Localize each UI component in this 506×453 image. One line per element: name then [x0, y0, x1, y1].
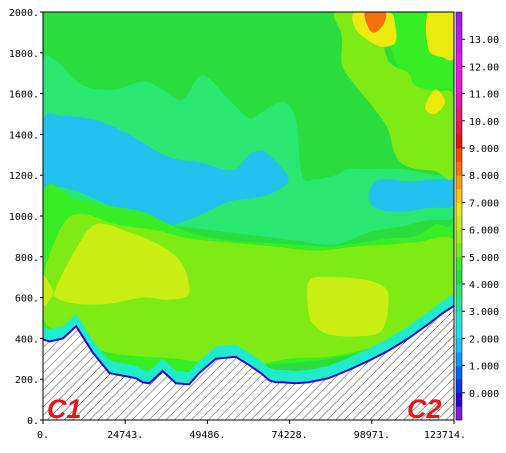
colorbar-label: 4.000 [469, 280, 499, 291]
colorbar-label: 13.00 [469, 35, 499, 46]
contour-region-13 [364, 12, 387, 33]
x-tick-label: 74228. [272, 430, 308, 441]
contour-region-9 [43, 275, 54, 307]
y-tick-label: 1000. [9, 212, 39, 223]
colorbar-swatch [456, 80, 462, 94]
contour-region-2 [43, 113, 289, 226]
colorbar-swatch [456, 25, 462, 40]
colorbar: 0.000 1.000 2.000 3.000 4.000 5.000 6.000 7.000… [455, 11, 499, 421]
colorbar-swatch [456, 52, 462, 67]
colorbar-swatch [456, 188, 462, 203]
y-tick-label: 200. [15, 375, 39, 386]
y-tick-label: 1800. [9, 49, 39, 60]
y-tick-label: 600. [15, 294, 39, 305]
y-tick-label: 0. [27, 416, 39, 427]
colorbar-label: 0.000 [469, 389, 499, 400]
colorbar-label: 1.000 [469, 362, 499, 373]
y-tick-label: 1200. [9, 171, 39, 182]
colorbar-swatch [456, 270, 462, 285]
y-tick-label: 800. [15, 253, 39, 264]
colorbar-swatch [456, 216, 462, 230]
colorbar-swatch [456, 93, 462, 108]
colorbar-swatch [456, 134, 462, 149]
colorbar-label: 2.000 [469, 334, 499, 345]
colorbar-label: 8.000 [469, 171, 499, 182]
colorbar-swatch [456, 107, 462, 122]
colorbar-frame [455, 11, 463, 421]
colorbar-swatch [456, 338, 462, 353]
y-tick-label: 1400. [9, 130, 39, 141]
colorbar-swatch [456, 202, 462, 217]
colorbar-swatch [456, 229, 462, 244]
colorbar-swatch [456, 365, 462, 380]
colorbar-swatch [456, 379, 462, 394]
colorbar-swatch [456, 12, 462, 26]
colorbar-label: 10.00 [469, 117, 499, 128]
colorbar-swatch [456, 392, 462, 407]
corner-label-c2: C2 [407, 394, 442, 424]
colorbar-swatch [456, 297, 462, 312]
colorbar-swatch [456, 311, 462, 326]
colorbar-label: 7.000 [469, 198, 499, 209]
terrain-mask [42, 293, 455, 421]
colorbar-swatch [456, 148, 462, 162]
colorbar-label: 12.00 [469, 62, 499, 73]
colorbar-label: 3.000 [469, 307, 499, 318]
colorbar-swatch [456, 175, 462, 190]
x-tick-label: 49486. [189, 430, 225, 441]
y-tick-label: 1600. [9, 90, 39, 101]
colorbar-label: 9.000 [469, 144, 499, 155]
y-tick-label: 2000. [9, 8, 39, 19]
y-axis-ticks: 0. 200. 400. 600. 800. 1000. 1200. 1400. 1600. 18… [9, 8, 43, 427]
x-tick-label: 0. [37, 430, 49, 441]
contour-region-3 [368, 178, 454, 212]
colorbar-swatch [456, 256, 462, 271]
plot-area [43, 12, 454, 420]
contour-region-8 [307, 277, 389, 337]
contour-region-7 [53, 223, 190, 305]
colorbar-label: 11.00 [469, 90, 499, 101]
colorbar-swatch [456, 161, 462, 176]
colorbar-swatch [456, 284, 462, 298]
near-ground-band [43, 293, 454, 385]
colorbar-swatch [456, 120, 462, 135]
contour-region-12 [425, 89, 445, 115]
corner-label-c1: C1 [47, 394, 82, 424]
colorbar-swatch [456, 66, 462, 81]
y-tick-label: 400. [15, 334, 39, 345]
colorbar-label: 5.000 [469, 253, 499, 264]
colorbar-swatch [456, 352, 462, 366]
colorbar-swatch [456, 243, 462, 258]
terrain-edge [42, 304, 455, 386]
colorbar-swatch [456, 406, 462, 421]
colorbar-swatch [456, 324, 462, 339]
x-tick-label: 123714. [424, 430, 466, 441]
colorbar-label: 6.000 [469, 226, 499, 237]
x-tick-label: 98971. [354, 430, 390, 441]
contour-region-11 [425, 12, 454, 61]
x-axis-ticks: 0. 24743. 49486. 74228. 98971. 123714. [37, 420, 466, 441]
x-tick-label: 24743. [107, 430, 143, 441]
contour-region-6 [333, 12, 454, 180]
colorbar-swatch [456, 39, 462, 54]
